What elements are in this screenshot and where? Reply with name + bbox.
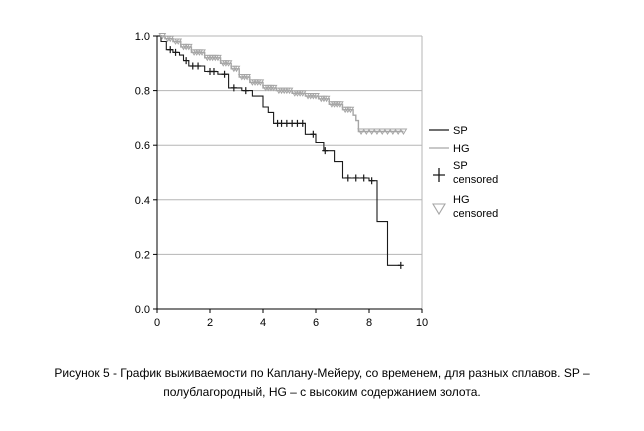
axes	[156, 36, 422, 310]
caption-line-2: полублагородный, HG – с высоким содержан…	[163, 385, 481, 399]
hg-censored-mark	[378, 128, 387, 136]
x-tick-label: 6	[313, 317, 319, 329]
sp-censored-mark	[278, 119, 285, 127]
x-tick-label: 4	[260, 317, 266, 329]
hg-censored-mark	[285, 87, 294, 95]
hg-censored-mark	[388, 128, 397, 136]
legend-label: HG	[453, 143, 470, 155]
sp-censored-mark	[210, 67, 217, 75]
censored-marks	[158, 33, 408, 269]
hg-censored-mark	[224, 60, 233, 67]
sp-censored-mark	[167, 46, 174, 54]
hg-censored-mark	[256, 79, 265, 86]
x-tick-label: 0	[154, 317, 160, 329]
legend-label-sub: censored	[453, 174, 498, 186]
hg-censored-mark	[373, 128, 381, 136]
sp-censored-mark	[397, 261, 404, 269]
y-tick-label: 0.0	[135, 304, 150, 316]
sp-censored-mark	[221, 70, 228, 78]
km-survival-chart: 0.0 0.2 0.4 0.6 0.8 1.0 0 2 4 6 8 10 SP HG SP censored…	[135, 31, 499, 329]
sp-censored-mark	[183, 57, 190, 65]
hg-censored-mark	[322, 95, 331, 103]
y-tick-label: 0.6	[135, 140, 150, 152]
axis-ticks: 0.0 0.2 0.4 0.6 0.8 1.0 0 2 4 6 8 10	[135, 31, 428, 329]
figure-caption: Рисунок 5 - График выживаемости по Капла…	[0, 364, 644, 402]
hg-censored-mark	[357, 128, 365, 136]
hg-censored-mark	[383, 128, 392, 136]
sp-censored-mark	[289, 119, 296, 127]
hg-censored-mark	[394, 128, 403, 136]
y-tick-label: 0.4	[135, 195, 150, 207]
sp-censored-mark	[344, 174, 351, 182]
legend-label-sub: censored	[453, 208, 498, 220]
hg-censored-mark	[158, 33, 167, 40]
survival-curves	[157, 35, 404, 266]
x-tick-label: 10	[416, 317, 428, 329]
legend-label: HG	[453, 194, 470, 206]
y-tick-label: 0.2	[135, 249, 150, 261]
legend-label: SP	[453, 125, 468, 137]
hg-censored-mark	[166, 35, 175, 43]
grid-lines	[157, 35, 423, 309]
hg-censored-mark	[243, 73, 251, 81]
legend-triangle-icon	[432, 203, 446, 216]
hg-censored-mark	[214, 54, 222, 62]
sp-censored-mark	[294, 119, 301, 127]
x-tick-label: 2	[207, 317, 213, 329]
sp-censored-mark	[322, 147, 329, 155]
hg-censored-mark	[312, 93, 320, 100]
hg-censored-mark	[174, 38, 183, 45]
sp-censored-mark	[242, 87, 249, 95]
hg-censored-mark	[198, 49, 206, 56]
hg-censored-mark	[346, 106, 355, 114]
legend: SP HG SP censored HG censored	[429, 125, 498, 220]
hg-censored-mark	[269, 84, 278, 92]
y-tick-label: 1.0	[135, 31, 150, 43]
sp-censored-mark	[172, 48, 179, 56]
sp-censored-mark	[368, 177, 375, 185]
hg-censored-mark	[399, 128, 408, 136]
caption-line-1: Рисунок 5 - График выживаемости по Капла…	[54, 366, 590, 380]
hg-censored-mark	[335, 101, 344, 108]
sp-censored-mark	[230, 84, 237, 92]
legend-plus-icon	[433, 168, 445, 182]
sp-censored-mark	[310, 130, 317, 138]
sp-censored-mark	[360, 174, 367, 182]
sp-censored-mark	[283, 119, 290, 127]
legend-label: SP	[453, 160, 468, 172]
hg-censored-mark	[232, 65, 241, 73]
sp-censored-mark	[299, 119, 306, 127]
hg-censored-mark	[298, 90, 307, 97]
hg-censored-mark	[184, 43, 193, 51]
series-sp-line	[157, 35, 401, 266]
sp-censored-mark	[195, 62, 202, 70]
hg-censored-mark	[362, 128, 371, 136]
hg-censored-mark	[367, 128, 376, 136]
y-tick-label: 0.8	[135, 86, 150, 98]
sp-censored-mark	[352, 174, 359, 182]
sp-censored-mark	[189, 62, 196, 70]
x-tick-label: 8	[366, 317, 372, 329]
